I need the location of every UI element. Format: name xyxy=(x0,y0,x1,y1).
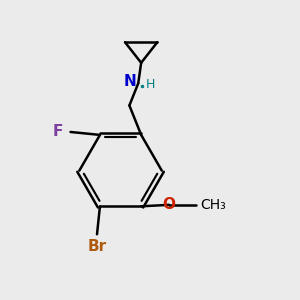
Text: H: H xyxy=(146,78,155,92)
Text: N: N xyxy=(124,74,137,89)
Text: F: F xyxy=(53,124,63,140)
Text: Br: Br xyxy=(87,239,106,254)
Text: CH₃: CH₃ xyxy=(200,198,226,212)
Text: O: O xyxy=(163,197,176,212)
